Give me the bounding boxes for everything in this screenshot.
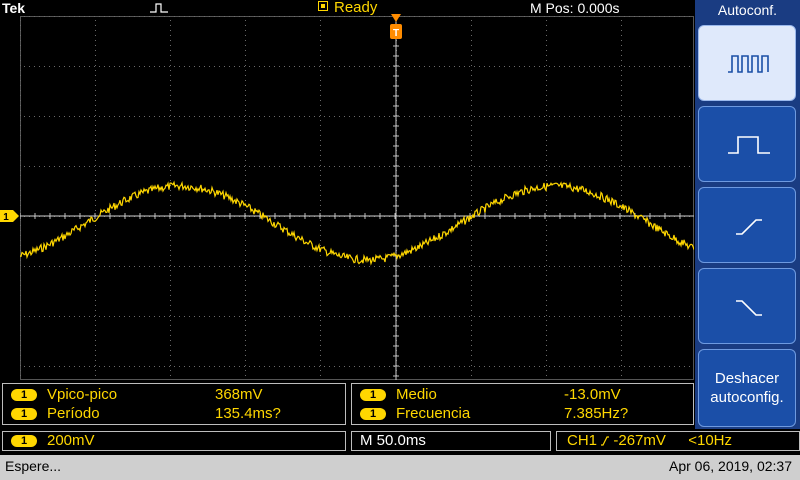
volts-per-div: 200mV: [47, 432, 95, 449]
measurement-value: 135.4ms?: [215, 405, 281, 422]
measurement-row: 1 Vpico-pico: [11, 386, 117, 404]
single-pulse-icon: [728, 136, 770, 154]
date-time: Apr 06, 2019, 02:37: [669, 458, 792, 474]
timebase-readout[interactable]: M 50.0ms: [351, 431, 551, 451]
undo-autoset-button[interactable]: Deshacer autoconfig.: [698, 349, 796, 427]
measurement-label: Frecuencia: [396, 405, 471, 422]
measurement-row: 1 Medio: [360, 386, 437, 404]
ch1-waveform: [20, 180, 694, 266]
channel-badge: 1: [11, 389, 37, 401]
ch1-ground-marker[interactable]: 1: [0, 210, 20, 222]
status-bar: Espere... Apr 06, 2019, 02:37: [0, 455, 800, 480]
measurement-label: Período: [47, 405, 100, 422]
rising-edge-icon: [736, 219, 762, 235]
pulse-icon: [150, 3, 168, 13]
rising-slope-icon: [601, 436, 610, 446]
channel-badge: 1: [360, 389, 386, 401]
autoset-falling-edge-button[interactable]: [698, 268, 796, 344]
time-per-div: M 50.0ms: [360, 432, 426, 449]
measurement-panel-right[interactable]: 1 Medio -13.0mV 1 Frecuencia 7.385Hz?: [351, 383, 694, 425]
undo-label-line1: Deshacer: [714, 370, 780, 387]
autoset-menu: Autoconf. Deshacer autoconfig.: [695, 0, 800, 429]
trigger-level: -267mV: [613, 432, 666, 449]
autoset-multi-cycle-button[interactable]: [698, 25, 796, 101]
trigger-source: CH1: [567, 432, 598, 449]
horizontal-position: M Pos: 0.000s: [530, 0, 620, 16]
svg-text:T: T: [393, 28, 399, 39]
measurement-label: Medio: [396, 386, 437, 403]
channel-badge: 1: [11, 408, 37, 420]
trigger-position-marker[interactable]: T: [388, 14, 404, 42]
status-text: Ready: [334, 0, 378, 16]
falling-edge-icon: [736, 300, 762, 316]
axis-ticks: [20, 16, 681, 377]
trigger-frequency: <10Hz: [688, 432, 733, 449]
measurement-label: Vpico-pico: [47, 386, 118, 403]
ch1-scale: 1 200mV: [11, 432, 95, 450]
measurement-value: 368mV: [215, 386, 263, 403]
status-message: Espere...: [5, 458, 62, 474]
channel-badge: 1: [360, 408, 386, 420]
measurement-row: 1 Período: [11, 405, 100, 423]
ch1-marker-label: 1: [3, 212, 9, 222]
measurement-value: -13.0mV: [564, 386, 621, 403]
top-bar: Tek Ready M Pos: 0.000s: [0, 0, 694, 16]
vertical-scale-readout[interactable]: 1 200mV: [2, 431, 346, 451]
acquisition-status: Ready: [318, 0, 377, 16]
measurement-panel-left[interactable]: 1 Vpico-pico 368mV 1 Período 135.4ms?: [2, 383, 346, 425]
brand-logo: Tek: [2, 0, 26, 16]
multi-cycle-square-icon: [728, 55, 769, 73]
channel-badge: 1: [11, 435, 37, 447]
measurement-value: 7.385Hz?: [564, 405, 629, 422]
undo-label-line2: autoconfig.: [710, 389, 784, 406]
trigger-readout[interactable]: CH1 -267mV <10Hz: [556, 431, 800, 451]
menu-title: Autoconf.: [717, 2, 778, 18]
autoset-single-cycle-button[interactable]: [698, 106, 796, 182]
graticule-grid: [20, 16, 690, 376]
waveform-display[interactable]: [20, 16, 694, 380]
measurement-row: 1 Frecuencia: [360, 405, 470, 423]
autoset-rising-edge-button[interactable]: [698, 187, 796, 263]
